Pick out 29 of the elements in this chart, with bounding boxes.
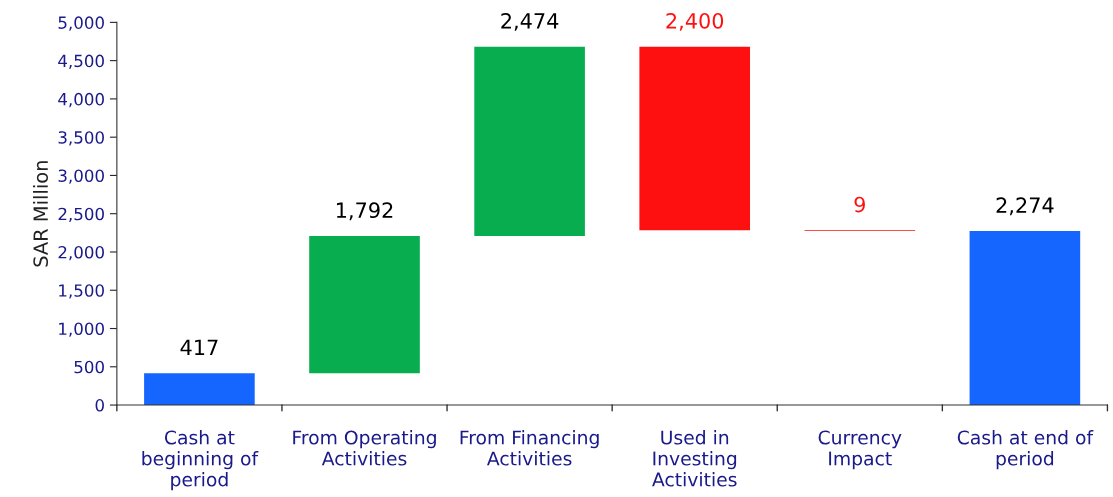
y-tick-label: 2,500 [58, 207, 104, 222]
x-tick-label: Cash at end of period [957, 430, 1094, 470]
x-tick-label: Currency Impact [818, 430, 902, 470]
bar [144, 373, 255, 406]
y-tick-label: 5,000 [58, 16, 104, 31]
bar [969, 231, 1081, 406]
y-tick-label: 4,500 [58, 54, 104, 69]
y-tick-label: 3,500 [58, 131, 104, 146]
bar [639, 46, 750, 231]
data-label: 2,400 [666, 12, 724, 31]
data-label: 2,274 [996, 197, 1054, 216]
data-label: 417 [180, 339, 218, 355]
x-tick-label: Used in Investing Activities [652, 430, 737, 487]
y-tick-label: 1,500 [59, 284, 104, 299]
y-tick-label: 500 [74, 360, 104, 374]
bar [474, 46, 585, 236]
y-tick-label: 0 [95, 399, 104, 412]
x-tick-label: From Operating Activities [293, 430, 436, 466]
y-tick-label: 1,000 [59, 322, 104, 337]
y-tick-label: 4,000 [58, 92, 104, 108]
y-axis-title: SAR Million [32, 161, 49, 267]
data-label: 9 [854, 196, 865, 213]
y-tick-label: 3,000 [58, 169, 104, 184]
bar [309, 235, 420, 374]
x-tick-label: From Financing Activities [460, 430, 599, 466]
y-tick-label: 2,000 [58, 245, 104, 261]
data-label: 2,474 [501, 12, 559, 31]
data-label: 1,792 [336, 202, 393, 221]
x-tick-label: Cash at beginning of period [142, 430, 259, 491]
